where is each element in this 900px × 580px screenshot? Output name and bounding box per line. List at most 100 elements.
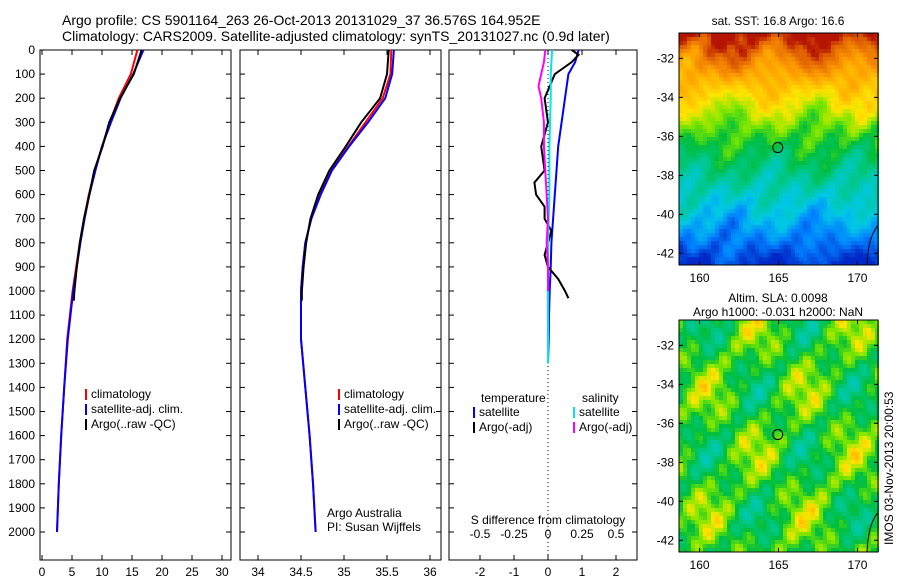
- map-cell: [687, 456, 691, 460]
- map-cell: [775, 189, 779, 193]
- map-cell: [679, 233, 683, 237]
- map-cell: [779, 432, 783, 436]
- map-cell: [859, 145, 863, 149]
- map-cell: [791, 241, 795, 245]
- map-cell: [723, 33, 727, 37]
- map-cell: [767, 65, 771, 69]
- map-cell: [839, 53, 843, 57]
- map-cell: [871, 113, 875, 117]
- map-cell: [847, 233, 851, 237]
- map-cell: [791, 173, 795, 177]
- map-cell: [811, 436, 815, 440]
- map-cell: [779, 45, 783, 49]
- map-cell: [783, 97, 787, 101]
- map-cell: [739, 149, 743, 153]
- map-cell: [767, 388, 771, 392]
- map-cell: [767, 185, 771, 189]
- map-cell: [791, 125, 795, 129]
- map-cell: [863, 384, 867, 388]
- map-cell: [803, 380, 807, 384]
- map-cell: [815, 53, 819, 57]
- map-cell: [783, 105, 787, 109]
- map-cell: [735, 109, 739, 113]
- map-cell: [759, 57, 763, 61]
- map-cell: [871, 408, 875, 412]
- map-cell: [859, 452, 863, 456]
- map-cell: [839, 81, 843, 85]
- map-cell: [679, 69, 683, 73]
- map-cell: [851, 113, 855, 117]
- map-cell: [707, 69, 711, 73]
- map-cell: [767, 324, 771, 328]
- map-cell: [875, 41, 879, 45]
- map-cell: [687, 233, 691, 237]
- map-cell: [735, 404, 739, 408]
- map-cell: [731, 45, 735, 49]
- map-cell: [719, 221, 723, 225]
- map-cell: [771, 456, 775, 460]
- map-cell: [723, 241, 727, 245]
- map-cell: [719, 149, 723, 153]
- map-cell: [695, 424, 699, 428]
- map-cell: [775, 388, 779, 392]
- map-cell: [711, 153, 715, 157]
- map-cell: [823, 344, 827, 348]
- map-cell: [703, 105, 707, 109]
- map-cell: [719, 93, 723, 97]
- map-cell: [679, 229, 683, 233]
- map-cell: [783, 324, 787, 328]
- map-cell: [743, 93, 747, 97]
- map-cell: [723, 45, 727, 49]
- map-cell: [759, 388, 763, 392]
- map-cell: [827, 153, 831, 157]
- map-cell: [815, 105, 819, 109]
- map-cell: [803, 360, 807, 364]
- map-cell: [863, 340, 867, 344]
- map-cell: [791, 113, 795, 117]
- map-cell: [783, 432, 787, 436]
- map-cell: [863, 149, 867, 153]
- map-cell: [871, 205, 875, 209]
- map-cell: [739, 61, 743, 65]
- map-cell: [815, 161, 819, 165]
- map-cell: [843, 344, 847, 348]
- map-cell: [699, 420, 703, 424]
- map-cell: [859, 257, 863, 261]
- map-cell: [803, 57, 807, 61]
- map-cell: [803, 177, 807, 181]
- map-cell: [867, 225, 871, 229]
- map-cell: [719, 412, 723, 416]
- map-cell: [723, 352, 727, 356]
- map-cell: [811, 97, 815, 101]
- map-cell: [799, 45, 803, 49]
- map-cell: [679, 97, 683, 101]
- map-cell: [739, 253, 743, 257]
- map-cell: [867, 444, 871, 448]
- map-cell: [807, 117, 811, 121]
- map-cell: [683, 436, 687, 440]
- map-cell: [751, 57, 755, 61]
- map-cell: [839, 344, 843, 348]
- map-cell: [819, 388, 823, 392]
- map-cell: [755, 420, 759, 424]
- map-cell: [707, 33, 711, 37]
- map-cell: [727, 428, 731, 432]
- map-cell: [819, 65, 823, 69]
- map-cell: [679, 161, 683, 165]
- map-cell: [867, 340, 871, 344]
- map-cell: [779, 213, 783, 217]
- map-cell: [851, 221, 855, 225]
- map-cell: [871, 201, 875, 205]
- map-cell: [711, 364, 715, 368]
- map-cell: [819, 105, 823, 109]
- map-cell: [771, 233, 775, 237]
- map-cell: [699, 181, 703, 185]
- map-cell: [843, 225, 847, 229]
- map-cell: [691, 117, 695, 121]
- map-cell: [863, 197, 867, 201]
- map-cell: [791, 61, 795, 65]
- map-cell: [779, 109, 783, 113]
- map-cell: [751, 149, 755, 153]
- map-cell: [727, 189, 731, 193]
- map-cell: [743, 332, 747, 336]
